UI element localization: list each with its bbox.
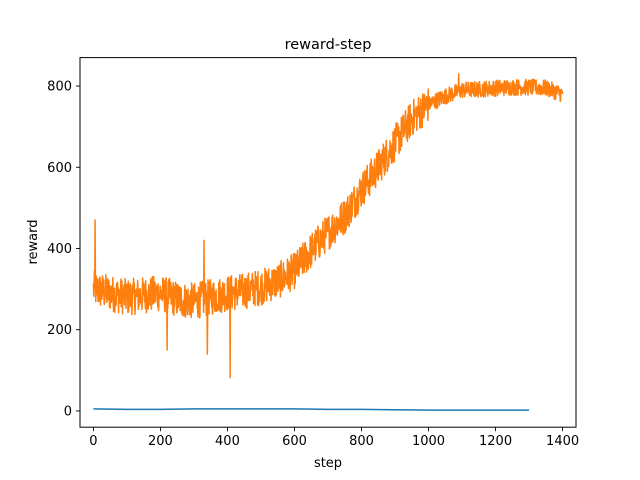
x-tick-label: 0 [89,434,97,449]
x-axis: 0 200 400 600 800 1000 1200 1400 [89,427,579,449]
series-line-1 [92,73,564,379]
plot-frame [79,57,577,428]
y-tick-label: 800 [47,80,72,95]
series-line-0 [93,408,530,411]
y-tick-label: 400 [47,242,72,257]
y-axis-label: reward [26,219,41,264]
x-tick-label: 200 [148,434,173,449]
chart-title: reward-step [285,37,372,53]
x-tick-label: 800 [349,434,374,449]
y-tick-label: 600 [47,161,72,176]
x-tick-label: 600 [282,434,307,449]
y-axis: 0 200 400 600 800 [47,80,80,419]
y-tick-label: 0 [64,404,72,419]
x-tick-label: 400 [215,434,240,449]
x-tick-label: 1200 [479,434,512,449]
x-axis-label: step [314,456,342,471]
x-tick-label: 1000 [412,434,445,449]
y-tick-label: 200 [47,323,72,338]
x-tick-label: 1400 [546,434,579,449]
